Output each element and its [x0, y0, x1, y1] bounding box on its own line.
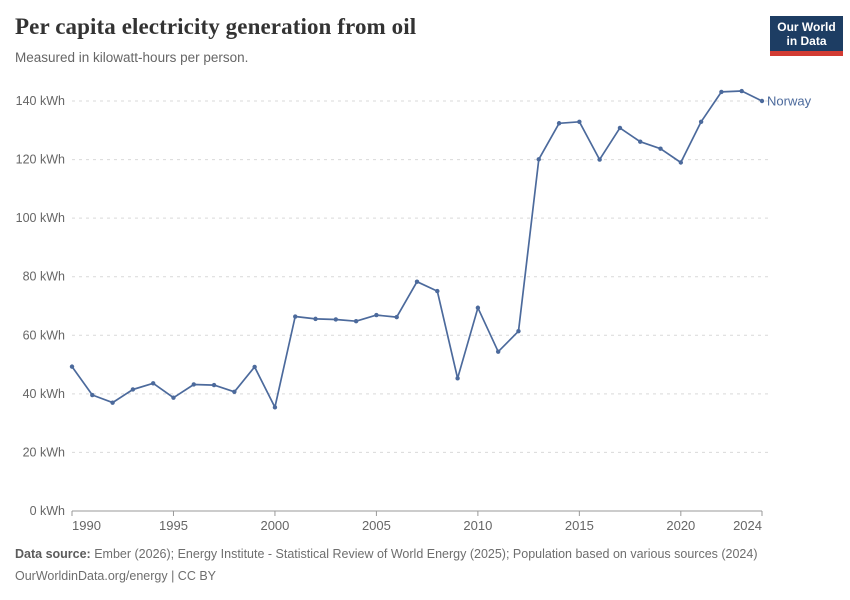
data-point[interactable] — [353, 319, 359, 324]
y-tick-label: 140 kWh — [16, 94, 65, 108]
x-tick-label: 2000 — [260, 518, 289, 533]
y-tick-label: 60 kWh — [23, 328, 65, 342]
x-axis — [71, 510, 763, 516]
x-tick-label: 1995 — [159, 518, 188, 533]
data-point[interactable] — [150, 381, 156, 386]
data-point[interactable] — [130, 387, 136, 392]
data-point[interactable] — [698, 119, 704, 124]
data-point[interactable] — [69, 364, 75, 369]
data-point[interactable] — [516, 328, 521, 334]
x-tick-label: 2020 — [666, 518, 695, 533]
data-source-label: Data source: — [15, 547, 91, 561]
data-point[interactable] — [556, 121, 562, 126]
data-point[interactable] — [333, 317, 339, 322]
y-gridlines — [72, 100, 772, 453]
data-point[interactable] — [171, 395, 176, 400]
owid-logo-line1: Our World — [777, 20, 836, 34]
y-tick-label: 20 kWh — [23, 445, 65, 459]
data-source-text: Ember (2026); Energy Institute - Statist… — [90, 547, 758, 561]
x-tick-label: 2005 — [362, 518, 391, 533]
chart-title: Per capita electricity generation from o… — [15, 14, 417, 39]
line-chart: 0 kWh 20 kWh 40 kWh 60 kWh 80 kWh 100 kWh 120 … — [16, 88, 812, 533]
data-point[interactable] — [475, 305, 481, 310]
series-norway[interactable] — [69, 88, 765, 410]
series-line[interactable] — [71, 90, 763, 409]
data-point[interactable] — [455, 376, 460, 381]
data-point[interactable] — [232, 389, 237, 395]
series-end-label: Norway — [767, 94, 812, 109]
data-point[interactable] — [739, 88, 744, 94]
data-point[interactable] — [638, 139, 643, 144]
data-point[interactable] — [759, 98, 765, 104]
data-point[interactable] — [495, 349, 501, 354]
data-point[interactable] — [435, 288, 440, 294]
data-point[interactable] — [374, 312, 379, 318]
license-line: OurWorldinData.org/energy | CC BY — [15, 569, 217, 583]
y-tick-label: 120 kWh — [16, 153, 65, 167]
chart-subtitle: Measured in kilowatt-hours per person. — [15, 50, 249, 65]
data-source-line: Data source: Ember (2026); Energy Instit… — [15, 547, 758, 561]
data-point[interactable] — [252, 364, 257, 370]
data-point[interactable] — [658, 146, 663, 151]
data-point[interactable] — [577, 119, 582, 124]
y-axis-labels: 0 kWh 20 kWh 40 kWh 60 kWh 80 kWh 100 kWh 120 … — [16, 94, 65, 518]
data-point[interactable] — [191, 382, 196, 387]
owid-logo-line2: in Data — [786, 34, 827, 49]
x-tick-label: 2024 — [733, 518, 762, 533]
data-point[interactable] — [90, 392, 95, 398]
data-point[interactable] — [293, 314, 298, 319]
x-tick-label: 2010 — [463, 518, 492, 533]
data-point[interactable] — [678, 160, 684, 165]
data-point[interactable] — [110, 400, 115, 405]
y-tick-label: 100 kWh — [16, 211, 65, 225]
data-point[interactable] — [414, 279, 420, 284]
data-point[interactable] — [597, 157, 602, 162]
owid-logo: Our World in Data — [770, 16, 843, 57]
x-tick-label: 1990 — [72, 518, 101, 533]
data-point[interactable] — [313, 316, 318, 322]
data-point[interactable] — [394, 314, 399, 320]
data-point[interactable] — [211, 382, 217, 388]
data-point[interactable] — [536, 157, 541, 162]
y-tick-label: 80 kWh — [23, 270, 65, 284]
data-point[interactable] — [617, 125, 623, 131]
data-point[interactable] — [719, 89, 724, 95]
data-point[interactable] — [272, 405, 278, 410]
x-tick-label: 2015 — [565, 518, 594, 533]
x-axis-labels: 1990 1995 2000 2005 2010 2015 2020 2024 — [72, 518, 762, 533]
y-tick-label: 40 kWh — [23, 387, 65, 401]
y-tick-label: 0 kWh — [30, 504, 65, 518]
